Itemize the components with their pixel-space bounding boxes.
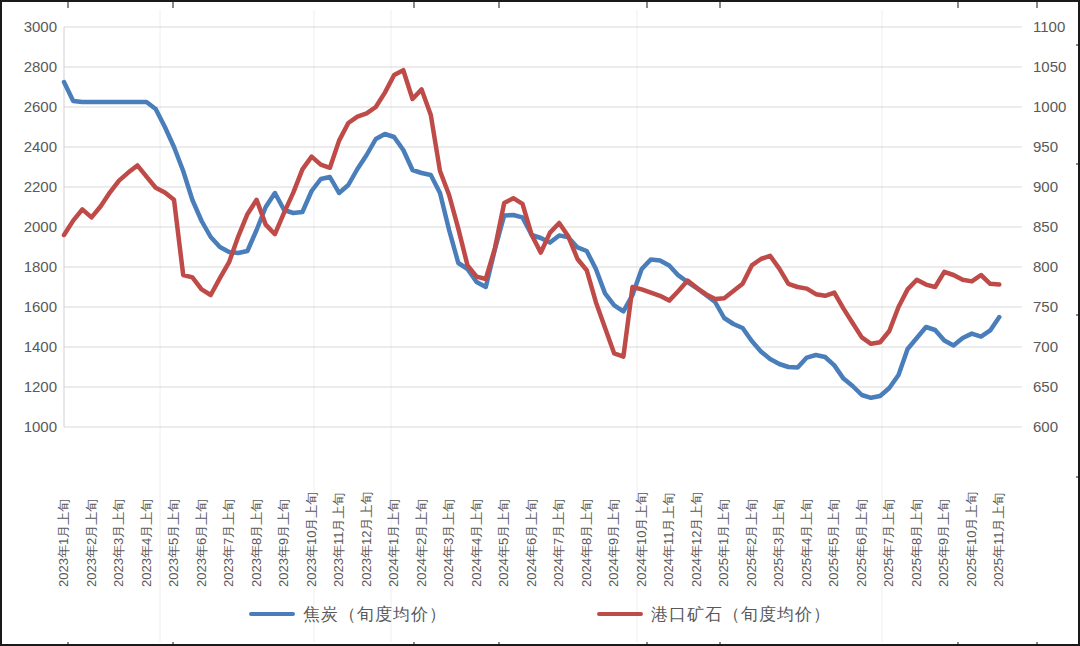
svg-text:2025年9月上旬: 2025年9月上旬	[936, 499, 951, 587]
horizontal-gridlines	[64, 27, 1022, 427]
svg-text:2023年6月上旬: 2023年6月上旬	[194, 499, 209, 587]
svg-text:2023年10月上旬: 2023年10月上旬	[304, 492, 319, 587]
svg-text:2024年10月上旬: 2024年10月上旬	[634, 492, 649, 587]
svg-text:600: 600	[1033, 418, 1058, 435]
port-ore-line-swatch	[597, 612, 643, 616]
svg-text:2200: 2200	[24, 178, 57, 195]
svg-text:2024年12月上旬: 2024年12月上旬	[689, 492, 704, 587]
svg-text:2024年4月上旬: 2024年4月上旬	[469, 499, 484, 587]
svg-text:1200: 1200	[24, 378, 57, 395]
dual-axis-line-chart: 3000 2800 2600 2400 2200 2000 1800 1600 1400 1200…	[2, 2, 1080, 646]
svg-text:900: 900	[1033, 178, 1058, 195]
coke-line-swatch	[249, 612, 295, 616]
svg-text:1100: 1100	[1033, 18, 1065, 35]
svg-text:750: 750	[1033, 298, 1058, 315]
svg-text:1600: 1600	[24, 298, 57, 315]
svg-text:950: 950	[1033, 138, 1058, 155]
chart-screenshot: 3000 2800 2600 2400 2200 2000 1800 1600 1400 1200…	[0, 0, 1080, 646]
legend-label-coke: 焦炭（旬度均价）	[303, 603, 447, 626]
svg-text:2025年4月上旬: 2025年4月上旬	[799, 499, 814, 587]
svg-text:2025年1月上旬: 2025年1月上旬	[716, 499, 731, 587]
left-axis-tick-labels: 3000 2800 2600 2400 2200 2000 1800 1600 1400 1200…	[24, 18, 57, 435]
svg-text:1800: 1800	[24, 258, 57, 275]
svg-text:1000: 1000	[24, 418, 57, 435]
svg-text:2023年4月上旬: 2023年4月上旬	[139, 499, 154, 587]
legend-item-coke: 焦炭（旬度均价）	[249, 603, 447, 626]
svg-text:2400: 2400	[24, 138, 57, 155]
chart-legend: 焦炭（旬度均价） 港口矿石（旬度均价）	[2, 602, 1078, 626]
svg-text:2024年5月上旬: 2024年5月上旬	[496, 499, 511, 587]
svg-text:2023年7月上旬: 2023年7月上旬	[221, 499, 236, 587]
svg-text:2023年8月上旬: 2023年8月上旬	[249, 499, 264, 587]
x-axis-tick-labels: 2023年1月上旬 2023年2月上旬 2023年3月上旬 2023年4月上旬 2023…	[56, 492, 1006, 587]
svg-text:2023年12月上旬: 2023年12月上旬	[359, 492, 374, 587]
svg-text:2024年2月上旬: 2024年2月上旬	[414, 499, 429, 587]
svg-text:2024年6月上旬: 2024年6月上旬	[524, 499, 539, 587]
series-lines	[64, 70, 999, 398]
legend-label-port-ore: 港口矿石（旬度均价）	[651, 603, 831, 626]
svg-text:2023年9月上旬: 2023年9月上旬	[276, 499, 291, 587]
svg-text:2023年3月上旬: 2023年3月上旬	[111, 499, 126, 587]
svg-text:2025年11月上旬: 2025年11月上旬	[991, 493, 1006, 587]
svg-text:2024年8月上旬: 2024年8月上旬	[579, 499, 594, 587]
svg-text:2800: 2800	[24, 58, 57, 75]
svg-text:2024年7月上旬: 2024年7月上旬	[551, 499, 566, 587]
svg-text:2024年11月上旬: 2024年11月上旬	[661, 493, 676, 587]
svg-text:2023年1月上旬: 2023年1月上旬	[56, 499, 71, 587]
svg-text:2025年2月上旬: 2025年2月上旬	[744, 499, 759, 587]
svg-text:850: 850	[1033, 218, 1058, 235]
svg-text:1000: 1000	[1033, 98, 1066, 115]
svg-text:3000: 3000	[24, 18, 57, 35]
svg-text:2600: 2600	[24, 98, 57, 115]
svg-text:2025年5月上旬: 2025年5月上旬	[826, 499, 841, 587]
svg-text:1050: 1050	[1033, 58, 1066, 75]
svg-text:2023年2月上旬: 2023年2月上旬	[84, 499, 99, 587]
right-axis-tick-labels: 1100 1050 1000 950 900 850 800 750 700 650 600	[1033, 18, 1066, 435]
svg-text:2023年5月上旬: 2023年5月上旬	[166, 499, 181, 587]
svg-text:2024年9月上旬: 2024年9月上旬	[606, 499, 621, 587]
svg-text:2025年3月上旬: 2025年3月上旬	[771, 499, 786, 587]
svg-text:1400: 1400	[24, 338, 57, 355]
svg-text:2025年8月上旬: 2025年8月上旬	[909, 499, 924, 587]
svg-text:2023年11月上旬: 2023年11月上旬	[331, 493, 346, 587]
svg-text:2025年10月上旬: 2025年10月上旬	[964, 492, 979, 587]
svg-text:650: 650	[1033, 378, 1058, 395]
svg-text:2024年3月上旬: 2024年3月上旬	[441, 499, 456, 587]
svg-text:700: 700	[1033, 338, 1058, 355]
svg-text:2025年6月上旬: 2025年6月上旬	[854, 499, 869, 587]
svg-text:2024年1月上旬: 2024年1月上旬	[386, 499, 401, 587]
legend-item-port-ore: 港口矿石（旬度均价）	[597, 603, 831, 626]
svg-text:2000: 2000	[24, 218, 57, 235]
frame-edge-ticks	[68, 2, 1080, 646]
svg-text:800: 800	[1033, 258, 1058, 275]
svg-text:2025年7月上旬: 2025年7月上旬	[881, 499, 896, 587]
